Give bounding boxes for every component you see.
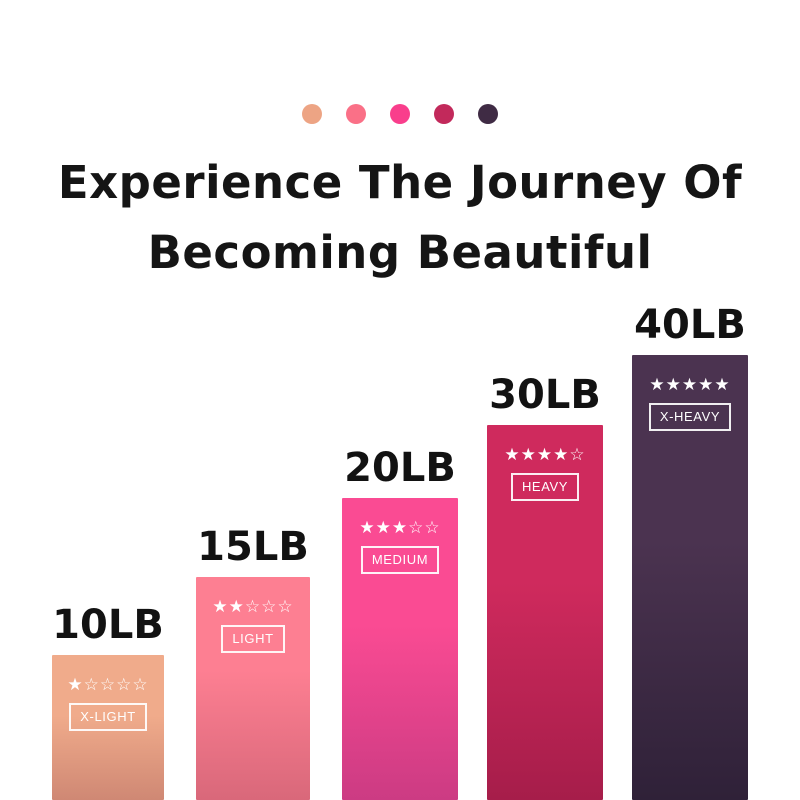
star-rating-40lb: ★★★★★ [649, 375, 731, 395]
bar-weight-label-20lb: 20LB [344, 445, 456, 491]
bar-weight-label-15lb: 15LB [197, 524, 309, 570]
bar-column-10lb[interactable]: 10LB ★☆☆☆☆ X-LIGHT [52, 597, 164, 800]
bar-column-15lb[interactable]: 15LB ★★☆☆☆ LIGHT [196, 519, 310, 800]
level-badge-x-heavy: X-HEAVY [648, 403, 732, 431]
bar-badge-group-15lb: ★★☆☆☆ LIGHT [196, 599, 310, 653]
page-title-line-1: Experience The Journey Of [57, 156, 743, 209]
bar-40lb[interactable]: ★★★★★ X-HEAVY [632, 355, 748, 800]
dot-medium-icon [390, 104, 410, 124]
bar-badge-group-30lb: ★★★★☆ HEAVY [487, 447, 603, 501]
page-title-line-2: Becoming Beautiful [147, 226, 653, 279]
bar-weight-label-10lb: 10LB [52, 602, 164, 648]
bar-30lb[interactable]: ★★★★☆ HEAVY [487, 425, 603, 800]
bar-weight-label-30lb: 30LB [489, 372, 601, 418]
level-badge-light: LIGHT [221, 625, 285, 653]
star-rating-30lb: ★★★★☆ [504, 445, 586, 465]
dot-x-heavy-icon [478, 104, 498, 124]
bar-weight-label-40lb: 40LB [634, 302, 746, 348]
dot-x-light-icon [302, 104, 322, 124]
color-dot-row [0, 104, 800, 124]
bar-20lb[interactable]: ★★★☆☆ MEDIUM [342, 498, 458, 800]
star-rating-20lb: ★★★☆☆ [359, 518, 441, 538]
bar-badge-group-20lb: ★★★☆☆ MEDIUM [342, 520, 458, 574]
bar-column-30lb[interactable]: 30LB ★★★★☆ HEAVY [487, 367, 603, 800]
level-badge-medium: MEDIUM [360, 546, 440, 574]
star-rating-10lb: ★☆☆☆☆ [67, 675, 149, 695]
level-badge-x-light: X-LIGHT [69, 703, 147, 731]
bar-column-40lb[interactable]: 40LB ★★★★★ X-HEAVY [632, 297, 748, 800]
bar-15lb[interactable]: ★★☆☆☆ LIGHT [196, 577, 310, 800]
bar-10lb[interactable]: ★☆☆☆☆ X-LIGHT [52, 655, 164, 800]
level-badge-heavy: HEAVY [510, 473, 580, 501]
star-rating-15lb: ★★☆☆☆ [212, 597, 294, 617]
bar-badge-group-10lb: ★☆☆☆☆ X-LIGHT [52, 677, 164, 731]
bar-column-20lb[interactable]: 20LB ★★★☆☆ MEDIUM [342, 440, 458, 800]
dot-heavy-icon [434, 104, 454, 124]
dot-light-icon [346, 104, 366, 124]
bar-badge-group-40lb: ★★★★★ X-HEAVY [632, 377, 748, 431]
page-title: Experience The Journey Of Becoming Beaut… [0, 148, 800, 288]
